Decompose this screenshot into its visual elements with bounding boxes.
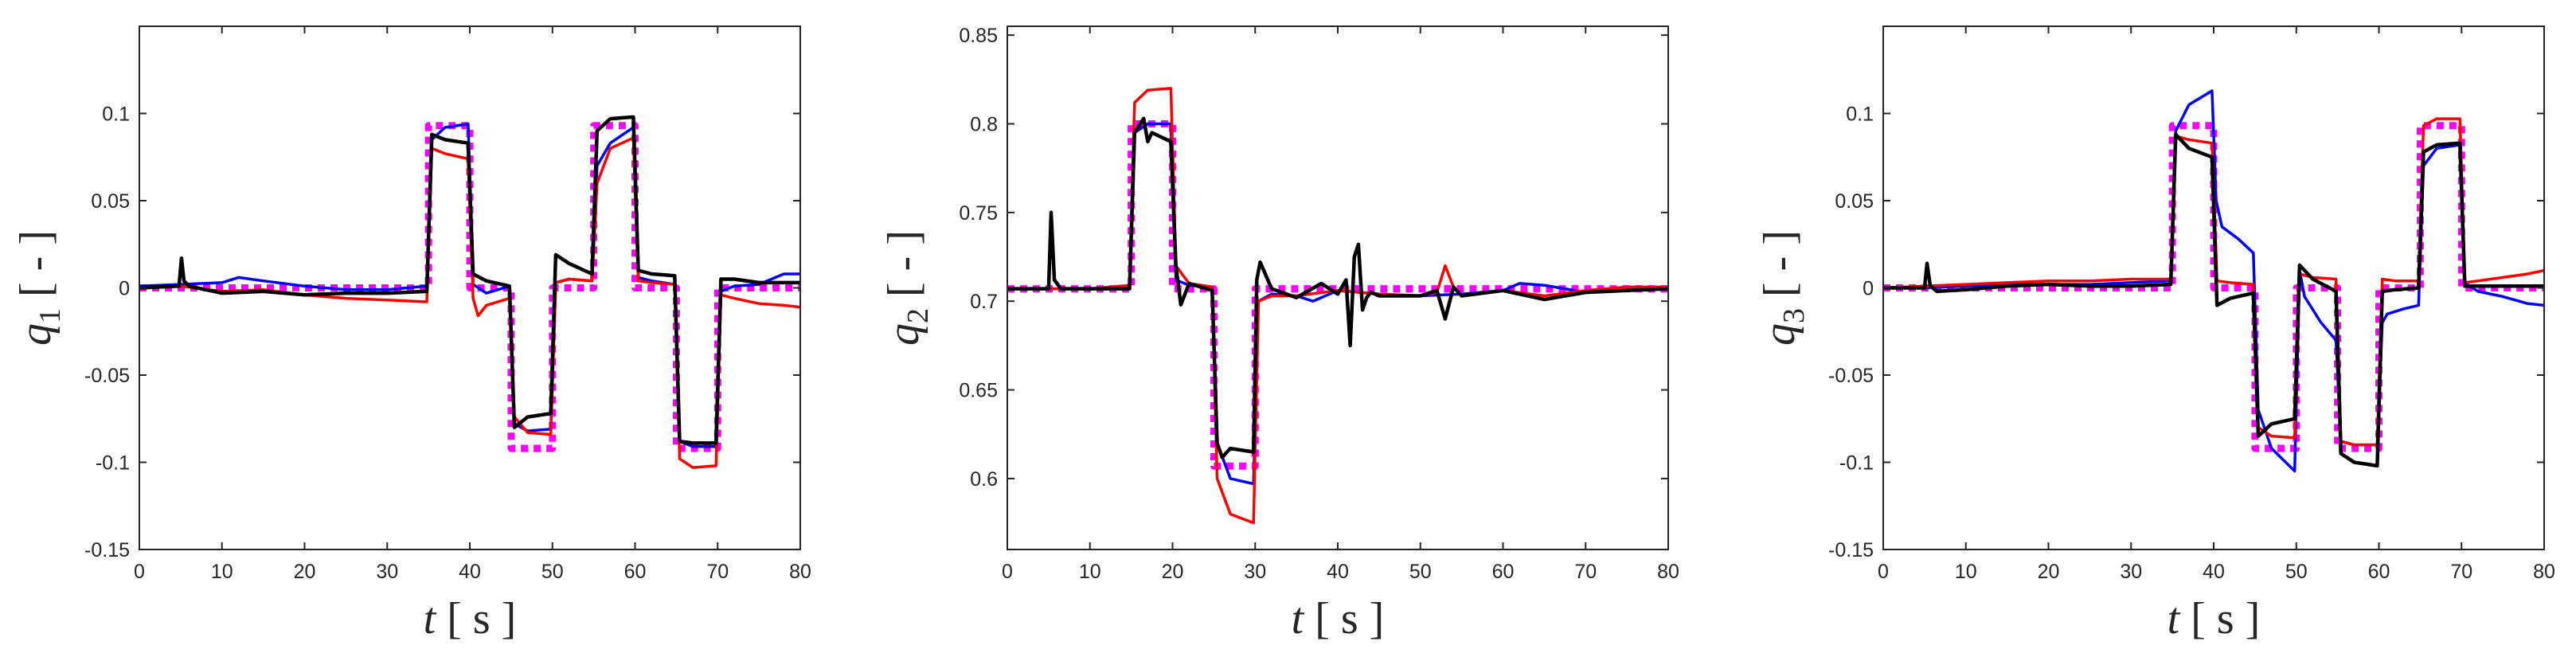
chart-q1: 0 10 20 30 40 50 60 70 80 -0.15 -0.1 -0.05 0 0.05 0.1 t… xyxy=(11,25,811,643)
x-axis-label: t [ s ] xyxy=(1292,594,1385,643)
x-tick-label: 40 xyxy=(1327,561,1349,583)
series-line-4 xyxy=(1007,116,1668,460)
x-tick-label: 20 xyxy=(294,561,316,583)
x-tick-label: 10 xyxy=(1079,561,1101,583)
x-tick-label: 30 xyxy=(376,561,398,583)
x-tick-label: 50 xyxy=(2285,561,2308,583)
series-line-4 xyxy=(139,115,800,445)
series-group xyxy=(1883,89,2544,473)
y-axis-label: q3 [ - ] xyxy=(1755,230,1811,346)
x-tick-label: 20 xyxy=(1162,561,1184,583)
x-axis-label: t [ s ] xyxy=(2168,594,2261,643)
x-tick-label: 60 xyxy=(2368,561,2390,583)
x-tick-label: 0 xyxy=(1878,561,1889,583)
series-line-3 xyxy=(139,136,800,469)
x-tick-label: 0 xyxy=(134,561,145,583)
x-tick-label: 30 xyxy=(2120,561,2142,583)
series-group xyxy=(1007,87,1668,525)
x-tick-label: 30 xyxy=(1244,561,1266,583)
x-tick-label: 10 xyxy=(211,561,233,583)
y-tick-label: 0.75 xyxy=(959,202,998,225)
x-tick-label: 20 xyxy=(2038,561,2060,583)
y-tick-label: 0.85 xyxy=(959,25,998,47)
chart-q2: 0 10 20 30 40 50 60 70 80 0.6 0.65 0.7 0.75 0.8 0.85 t … xyxy=(879,25,1679,643)
y-axis-label: q1 [ - ] xyxy=(11,230,67,346)
x-tick-label: 70 xyxy=(2450,561,2472,583)
series-line-4 xyxy=(1883,132,2544,468)
x-tick-label: 80 xyxy=(789,561,811,583)
series-line-1 xyxy=(1883,122,2544,452)
y-tick-label: 0.65 xyxy=(959,380,998,402)
y-tick-label: 0.6 xyxy=(970,468,998,491)
series-line-3 xyxy=(1007,87,1668,525)
x-tick-label: 60 xyxy=(624,561,647,583)
x-tick-label: 10 xyxy=(1955,561,1977,583)
y-axis-label: q2 [ - ] xyxy=(879,230,935,346)
x-tick-label: 40 xyxy=(2203,561,2225,583)
x-tick-label: 80 xyxy=(1657,561,1679,583)
x-tick-label: 70 xyxy=(706,561,729,583)
y-tick-label: -0.05 xyxy=(1828,365,1874,387)
x-tick-label: 60 xyxy=(1492,561,1515,583)
y-tick-label: 0.7 xyxy=(970,291,998,313)
y-tick-label: -0.15 xyxy=(84,539,130,561)
y-tick-label: -0.05 xyxy=(84,365,130,387)
y-tick-label: 0 xyxy=(1863,278,1874,300)
y-tick-label: 0.1 xyxy=(102,104,130,126)
x-axis-label: t [ s ] xyxy=(424,594,517,643)
y-tick-label: -0.1 xyxy=(1839,452,1874,475)
y-tick-label: 0.05 xyxy=(1835,190,1874,213)
series-group xyxy=(139,115,800,469)
y-tick-label: -0.15 xyxy=(1828,539,1874,561)
chart-q3: 0 10 20 30 40 50 60 70 80 -0.15 -0.1 -0.05 0 0.05 0.1 t… xyxy=(1755,25,2555,643)
y-tick-label: 0.8 xyxy=(970,113,998,135)
y-tick-label: 0.05 xyxy=(91,190,130,213)
x-tick-label: 50 xyxy=(1409,561,1432,583)
series-line-2 xyxy=(1007,122,1668,486)
y-tick-label: 0.1 xyxy=(1846,104,1874,126)
x-tick-label: 40 xyxy=(459,561,481,583)
series-line-2 xyxy=(1883,89,2544,473)
x-tick-label: 80 xyxy=(2533,561,2555,583)
x-tick-label: 50 xyxy=(541,561,564,583)
x-tick-label: 0 xyxy=(1002,561,1013,583)
y-tick-label: 0 xyxy=(119,278,130,300)
y-tick-label: -0.1 xyxy=(96,452,130,475)
x-tick-label: 70 xyxy=(1574,561,1597,583)
